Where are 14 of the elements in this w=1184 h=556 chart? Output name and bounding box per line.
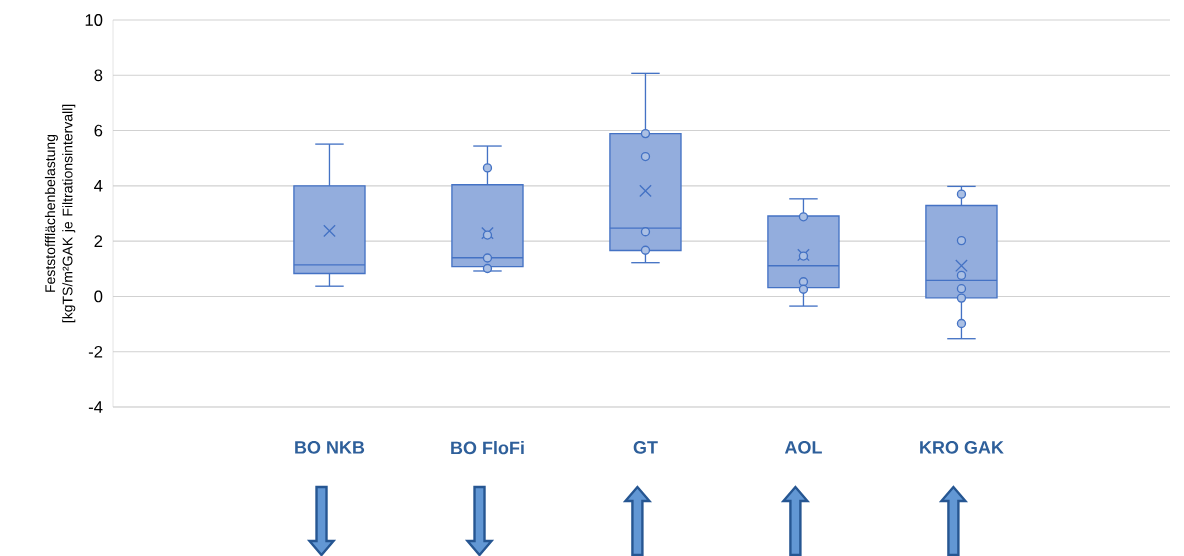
y-tick-label: 0 [94,290,103,303]
y-tick-label: -2 [88,345,103,358]
x-tick-label: KRO GAK [920,440,1004,454]
x-tick-label: BO NKB [295,440,365,454]
y-tick-label: 10 [85,14,103,26]
y-tick-label: 4 [94,180,103,192]
x-tick-label: AOL [784,440,822,454]
x-tick-label: BO FloFi [451,440,524,455]
y-axis-title: Feststoffflächenbelastung [kgTS/m²GAK je Filtrationsintervall] [44,104,76,323]
y-tick-label: 2 [94,235,103,247]
y-tick-label: 6 [94,124,103,137]
y-tick-label: 8 [94,69,103,82]
y-tick-label: -4 [88,401,103,413]
x-tick-label: GT [633,440,658,454]
